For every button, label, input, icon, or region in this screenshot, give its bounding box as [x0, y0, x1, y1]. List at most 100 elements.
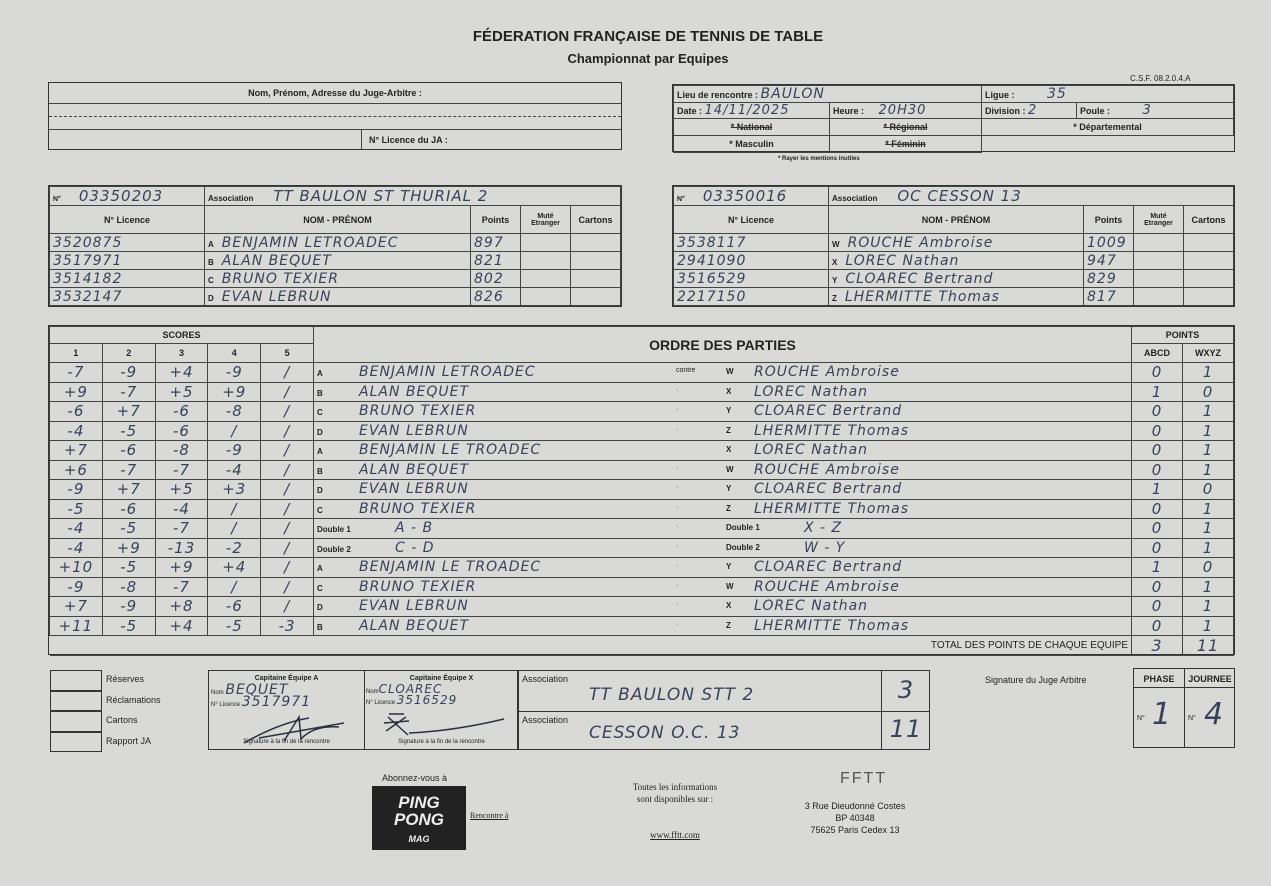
- player-licence[interactable]: 3520875: [49, 233, 205, 252]
- points-wxyz[interactable]: 1: [1182, 362, 1234, 383]
- set-score[interactable]: +5: [154, 381, 209, 402]
- rencontre-link[interactable]: Rencontre à: [470, 811, 509, 820]
- set-score[interactable]: -5: [207, 615, 262, 636]
- player-a-name[interactable]: ALAN BEQUET: [359, 461, 469, 478]
- set-score[interactable]: +8: [154, 596, 209, 617]
- points-abcd[interactable]: 0: [1131, 596, 1183, 617]
- checkbox[interactable]: [50, 690, 102, 711]
- set-score[interactable]: +7: [101, 479, 156, 500]
- set-score[interactable]: /: [207, 518, 262, 539]
- player-x-name[interactable]: LHERMITTE Thomas: [754, 500, 910, 517]
- set-score[interactable]: -6: [154, 420, 209, 441]
- check-réserves[interactable]: Réserves: [50, 670, 200, 691]
- set-score[interactable]: -7: [101, 381, 156, 402]
- points-wxyz[interactable]: 1: [1182, 440, 1234, 461]
- fftt-url-link[interactable]: www.fftt.com: [650, 830, 700, 840]
- set-score[interactable]: -9: [101, 596, 156, 617]
- points-abcd[interactable]: 1: [1131, 479, 1183, 500]
- team_x-number[interactable]: 03350016: [702, 187, 788, 205]
- player-points[interactable]: 1009: [1083, 233, 1134, 252]
- set-score[interactable]: -4: [49, 420, 103, 441]
- set-score[interactable]: /: [207, 576, 262, 597]
- player-cartons[interactable]: [1183, 251, 1234, 270]
- points-wxyz[interactable]: 1: [1182, 596, 1234, 617]
- set-score[interactable]: +7: [101, 401, 156, 422]
- points-abcd[interactable]: 0: [1131, 420, 1183, 441]
- player-mute[interactable]: [1133, 233, 1184, 252]
- set-score[interactable]: -4: [207, 459, 262, 480]
- points-abcd[interactable]: 0: [1131, 362, 1183, 383]
- set-score[interactable]: -6: [207, 596, 262, 617]
- set-score[interactable]: -7: [49, 362, 103, 383]
- player-name[interactable]: BRUNO TEXIER: [221, 270, 339, 287]
- player-a-name[interactable]: EVAN LEBRUN: [359, 422, 469, 439]
- check-cartons[interactable]: Cartons: [50, 711, 200, 732]
- set-score[interactable]: -4: [49, 537, 103, 558]
- set-score[interactable]: -5: [101, 420, 156, 441]
- player-a-name[interactable]: BRUNO TEXIER: [359, 500, 477, 517]
- points-abcd[interactable]: 0: [1131, 576, 1183, 597]
- player-cartons[interactable]: [570, 287, 621, 306]
- set-score[interactable]: -8: [101, 576, 156, 597]
- set-score[interactable]: -6: [49, 401, 103, 422]
- set-score[interactable]: /: [207, 420, 262, 441]
- player-name[interactable]: ROUCHE Ambroise: [847, 234, 994, 251]
- points-abcd[interactable]: 1: [1131, 381, 1183, 402]
- set-score[interactable]: -9: [207, 440, 262, 461]
- association-x-name[interactable]: CESSON O.C. 13: [589, 723, 741, 743]
- set-score[interactable]: /: [260, 440, 314, 461]
- player-mute[interactable]: [1133, 251, 1184, 270]
- set-score[interactable]: -4: [49, 518, 103, 539]
- player-a-name[interactable]: ALAN BEQUET: [359, 383, 469, 400]
- player-name[interactable]: ALAN BEQUET: [221, 252, 332, 269]
- set-score[interactable]: -8: [207, 401, 262, 422]
- player-name[interactable]: LOREC Nathan: [845, 252, 960, 269]
- player-mute[interactable]: [520, 287, 571, 306]
- phase-value[interactable]: 1: [1152, 697, 1173, 732]
- journee-value[interactable]: 4: [1204, 697, 1225, 732]
- player-points[interactable]: 897: [470, 233, 521, 252]
- player-x-name[interactable]: X - Z: [804, 520, 843, 536]
- set-score[interactable]: +5: [154, 479, 209, 500]
- points-abcd[interactable]: 1: [1131, 557, 1183, 578]
- player-name[interactable]: CLOAREC Bertrand: [845, 270, 994, 287]
- set-score[interactable]: /: [260, 518, 314, 539]
- player-cartons[interactable]: [1183, 233, 1234, 252]
- set-score[interactable]: /: [260, 498, 314, 519]
- player-a-name[interactable]: BENJAMIN LETROADEC: [359, 364, 536, 381]
- points-abcd[interactable]: 0: [1131, 537, 1183, 558]
- points-wxyz[interactable]: 1: [1182, 576, 1234, 597]
- player-licence[interactable]: 3514182: [49, 269, 205, 288]
- player-licence[interactable]: 3532147: [49, 287, 205, 306]
- set-score[interactable]: +4: [154, 615, 209, 636]
- set-score[interactable]: /: [260, 420, 314, 441]
- check-réclamations[interactable]: Réclamations: [50, 690, 200, 711]
- player-cartons[interactable]: [570, 233, 621, 252]
- player-points[interactable]: 821: [470, 251, 521, 270]
- set-score[interactable]: -7: [154, 459, 209, 480]
- captain-a-licence[interactable]: 3517971: [241, 694, 312, 710]
- player-name[interactable]: EVAN LEBRUN: [221, 288, 332, 305]
- player-x-name[interactable]: CLOAREC Bertrand: [754, 403, 903, 419]
- score-x[interactable]: 11: [889, 715, 923, 743]
- set-score[interactable]: -5: [101, 615, 156, 636]
- set-score[interactable]: -7: [154, 518, 209, 539]
- player-a-name[interactable]: BENJAMIN LE TROADEC: [359, 559, 542, 576]
- set-score[interactable]: -2: [207, 537, 262, 558]
- points-wxyz[interactable]: 1: [1182, 537, 1234, 558]
- masculin-option[interactable]: * Masculin: [673, 135, 830, 153]
- set-score[interactable]: /: [260, 401, 314, 422]
- set-score[interactable]: /: [260, 596, 314, 617]
- set-score[interactable]: +4: [154, 362, 209, 383]
- feminin-option[interactable]: * Féminin: [829, 135, 982, 153]
- team_a-association[interactable]: TT BAULON ST THURIAL 2: [273, 187, 489, 205]
- player-a-name[interactable]: ALAN BEQUET: [359, 617, 469, 634]
- player-cartons[interactable]: [1183, 287, 1234, 306]
- set-score[interactable]: +9: [207, 381, 262, 402]
- set-score[interactable]: -9: [49, 479, 103, 500]
- player-a-name[interactable]: BRUNO TEXIER: [359, 578, 477, 595]
- set-score[interactable]: -3: [260, 615, 314, 636]
- points-abcd[interactable]: 0: [1131, 615, 1183, 636]
- player-x-name[interactable]: ROUCHE Ambroise: [754, 461, 900, 478]
- lieu-value[interactable]: BAULON: [760, 86, 825, 102]
